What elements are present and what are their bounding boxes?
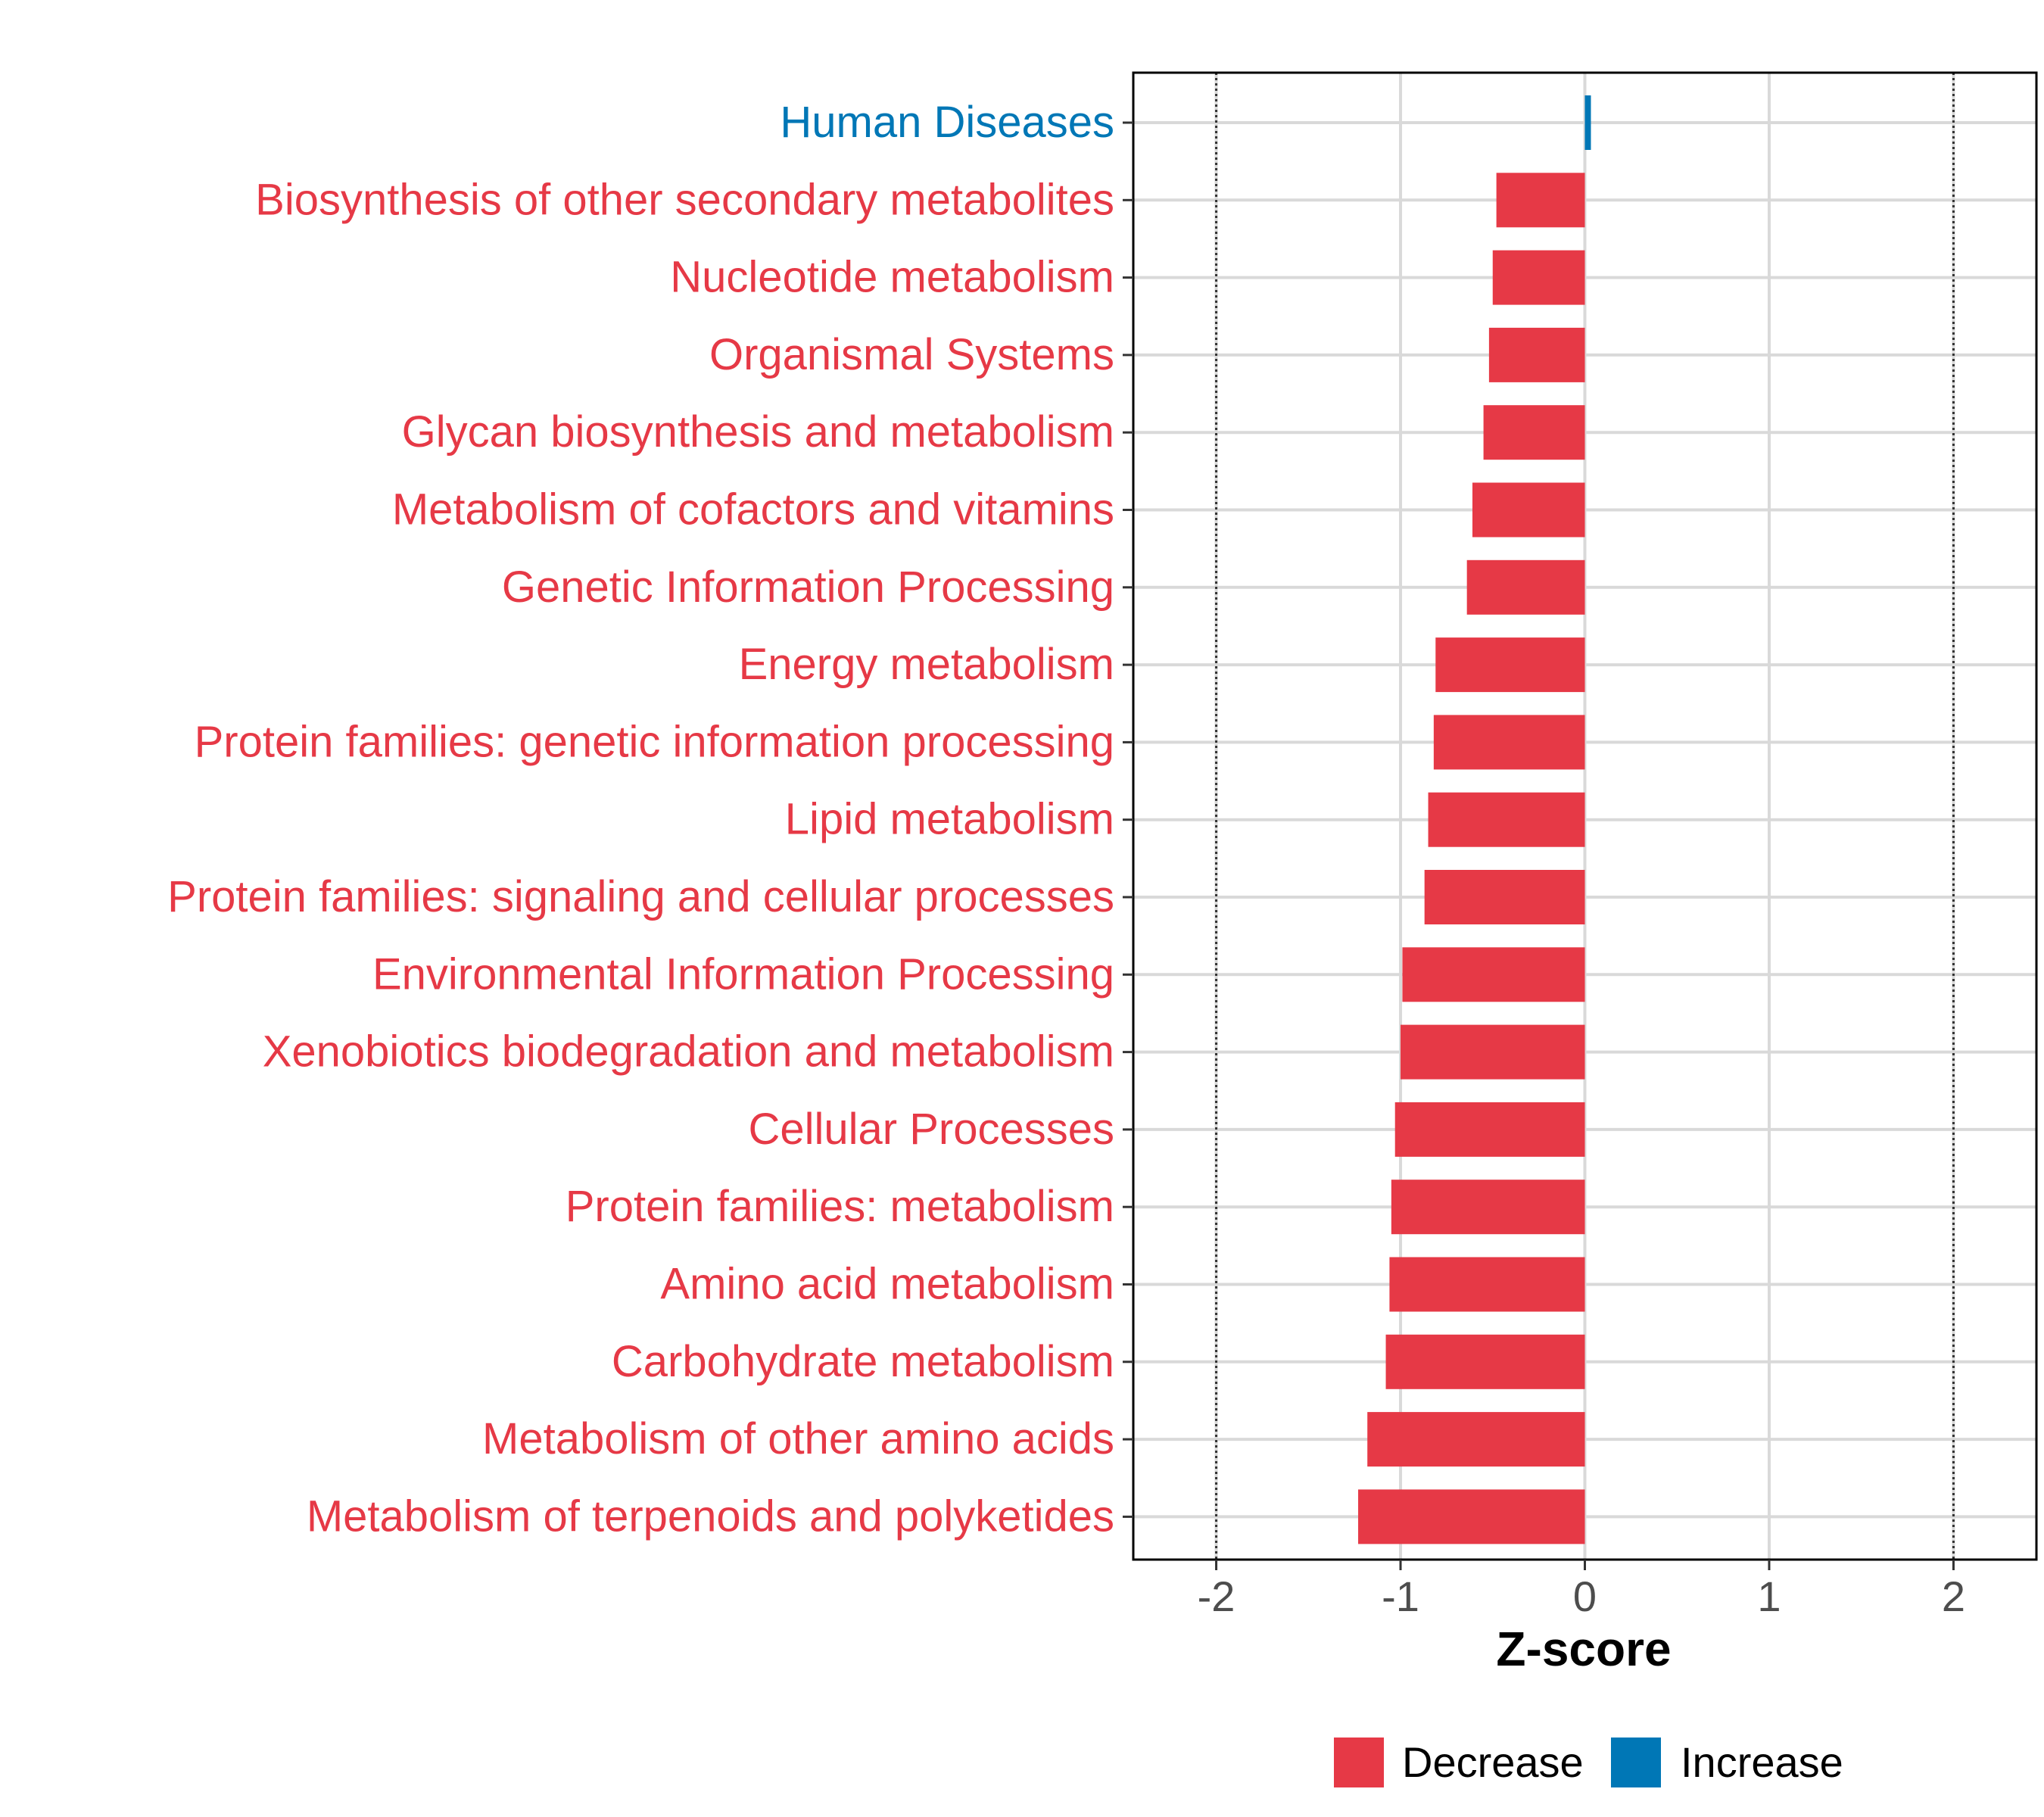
bar	[1402, 947, 1585, 1002]
bar	[1466, 559, 1585, 615]
x-tick-label: 2	[1942, 1572, 1965, 1620]
bar	[1492, 250, 1585, 305]
y-tick-label: Cellular Processes	[748, 1105, 1114, 1154]
legend: Decrease Increase	[1334, 1738, 1843, 1787]
bar	[1391, 1180, 1585, 1235]
x-axis-ticks	[1215, 1560, 1955, 1570]
x-axis-title: Z-score	[1496, 1622, 1671, 1676]
bar	[1433, 715, 1585, 770]
bar	[1584, 95, 1591, 150]
x-tick-label: 1	[1757, 1572, 1781, 1620]
y-tick-label: Protein families: signaling and cellular…	[167, 872, 1114, 921]
bar	[1389, 1257, 1585, 1312]
x-axis-tick-labels: -2 -1 0 1 2	[1198, 1572, 1965, 1620]
y-tick-label: Human Diseases	[780, 98, 1114, 147]
y-tick-label: Energy metabolism	[739, 640, 1114, 689]
y-tick-label: Protein families: genetic information pr…	[195, 717, 1114, 766]
bar	[1488, 327, 1585, 382]
x-tick-label: 0	[1573, 1572, 1597, 1620]
y-tick-label: Nucleotide metabolism	[670, 253, 1114, 302]
bar	[1496, 173, 1585, 228]
legend-label: Decrease	[1402, 1738, 1584, 1786]
legend-key	[1611, 1738, 1661, 1787]
bar	[1394, 1102, 1585, 1157]
bar	[1358, 1489, 1585, 1544]
bar	[1424, 870, 1585, 924]
y-tick-label: Glycan biosynthesis and metabolism	[402, 407, 1114, 457]
y-tick-label: Protein families: metabolism	[566, 1182, 1114, 1231]
legend-label: Increase	[1681, 1738, 1843, 1786]
y-tick-label: Organismal Systems	[709, 330, 1114, 379]
bar	[1385, 1334, 1585, 1389]
bar	[1367, 1412, 1585, 1467]
bar	[1472, 482, 1585, 538]
y-tick-label: Carbohydrate metabolism	[612, 1337, 1114, 1386]
bars	[1358, 95, 1591, 1544]
y-tick-label: Environmental Information Processing	[372, 949, 1114, 999]
y-axis-ticks	[1123, 121, 1133, 1518]
y-tick-label: Xenobiotics biodegradation and metabolis…	[263, 1027, 1114, 1077]
y-tick-label: Amino acid metabolism	[660, 1260, 1114, 1309]
bar	[1483, 405, 1585, 460]
y-tick-label: Biosynthesis of other secondary metaboli…	[255, 175, 1114, 224]
bar	[1401, 1024, 1585, 1080]
y-axis-labels: Human Diseases Biosynthesis of other seco…	[167, 98, 1114, 1541]
bar	[1435, 637, 1585, 693]
y-tick-label: Metabolism of cofactors and vitamins	[392, 485, 1114, 535]
reference-lines	[1215, 73, 1955, 1560]
bar	[1428, 792, 1585, 847]
x-tick-label: -2	[1198, 1572, 1235, 1620]
x-tick-label: -1	[1382, 1572, 1419, 1620]
y-tick-label: Metabolism of terpenoids and polyketides	[307, 1491, 1114, 1541]
y-tick-label: Metabolism of other amino acids	[482, 1414, 1114, 1463]
legend-key	[1334, 1738, 1384, 1787]
y-tick-label: Lipid metabolism	[785, 795, 1114, 844]
y-tick-label: Genetic Information Processing	[502, 563, 1114, 612]
